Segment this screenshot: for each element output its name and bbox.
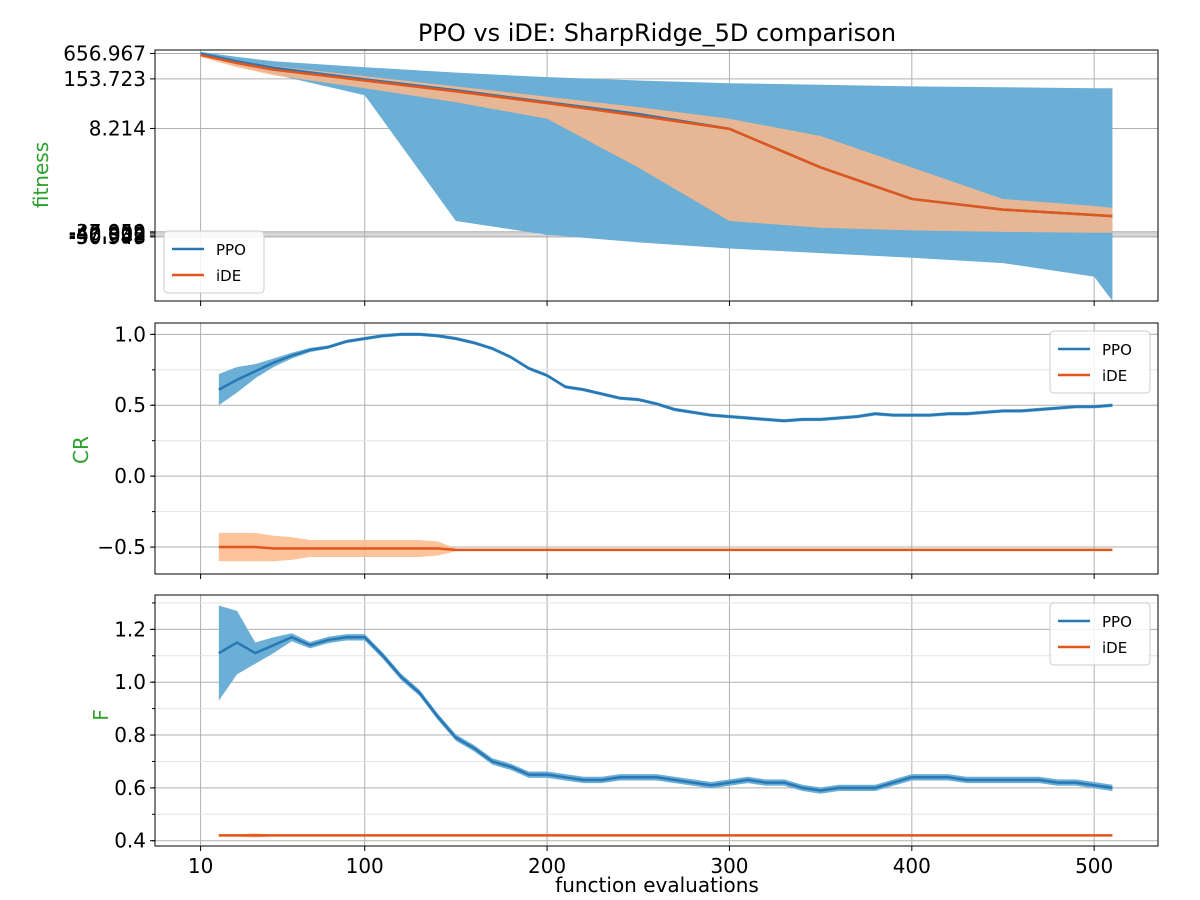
y-tick-label: 0.0 [114,464,146,488]
x-tick-label: 10 [188,854,213,878]
line-ppo [218,635,1113,792]
legend-cr: PPO iDE [1049,330,1151,394]
legend-label-ide: iDE [216,267,241,285]
y-tick-label: 656.967 [63,41,146,65]
band-ide [218,532,1113,562]
series-group [218,605,1113,838]
y-tick-label: 0.8 [114,723,146,747]
legend-label-ide: iDE [1102,639,1127,657]
legend-label-ppo: PPO [1102,613,1132,631]
y-tick-label: -40.902 [69,221,146,245]
x-tick-label: 500 [1075,854,1113,878]
legend-label-ide: iDE [1102,367,1127,385]
y-axis-label-cr: CR [69,436,93,464]
y-tick-label: -46.032 [69,223,146,247]
panel-f: 10 100 200 300 400 500 0.4 0.6 0.8 1.0 1.2 F PPO iDE [89,594,1159,878]
x-tick-label: 300 [710,854,748,878]
legend-label-ppo: PPO [1102,341,1132,359]
series-group [200,51,1113,301]
y-tick-label: 1.0 [114,322,146,346]
y-tick-label: 153.723 [63,67,146,91]
x-tick-label: 400 [893,854,931,878]
y-tick-label: 0.5 [114,393,146,417]
y-tick-label: -37.959 [69,220,146,244]
legend-label-ppo: PPO [216,241,246,259]
y-tick-label: 0.4 [114,829,146,853]
legend-fitness: PPO iDE [163,230,265,294]
legend-f: PPO iDE [1049,602,1151,666]
panel-cr: −0.5 0.0 0.5 1.0 CR PPO iDE [69,322,1159,579]
axes-frame [154,322,1159,575]
line-ide [200,53,1113,218]
x-tick-label: 200 [528,854,566,878]
y-tick-label: -50.598 [69,225,146,249]
y-tick-label: −0.5 [97,535,146,559]
y-tick-label: -50.949 [69,225,146,249]
legend-box [1049,602,1151,666]
y-axis-label-fitness: fitness [29,142,53,208]
y-axis-label-f: F [89,709,113,721]
line-ppo [218,333,1113,423]
y-tick-label: 8.214 [89,116,146,140]
figure-title: PPO vs iDE: SharpRidge_5D comparison [418,19,896,47]
grid-f [155,595,1158,846]
x-tick-label: 100 [346,854,384,878]
series-group [218,332,1113,562]
y-tick-label: 1.0 [114,670,146,694]
legend-box [1049,330,1151,394]
x-axis-label: function evaluations [555,873,759,897]
y-tick-label: 1.2 [114,617,146,641]
y-tick-label: 0.6 [114,776,146,800]
band-ide [200,52,1113,233]
line-ide [218,545,1113,552]
axes-frame [154,49,1159,302]
legend-box [163,230,265,294]
axes-frame [154,594,1159,847]
